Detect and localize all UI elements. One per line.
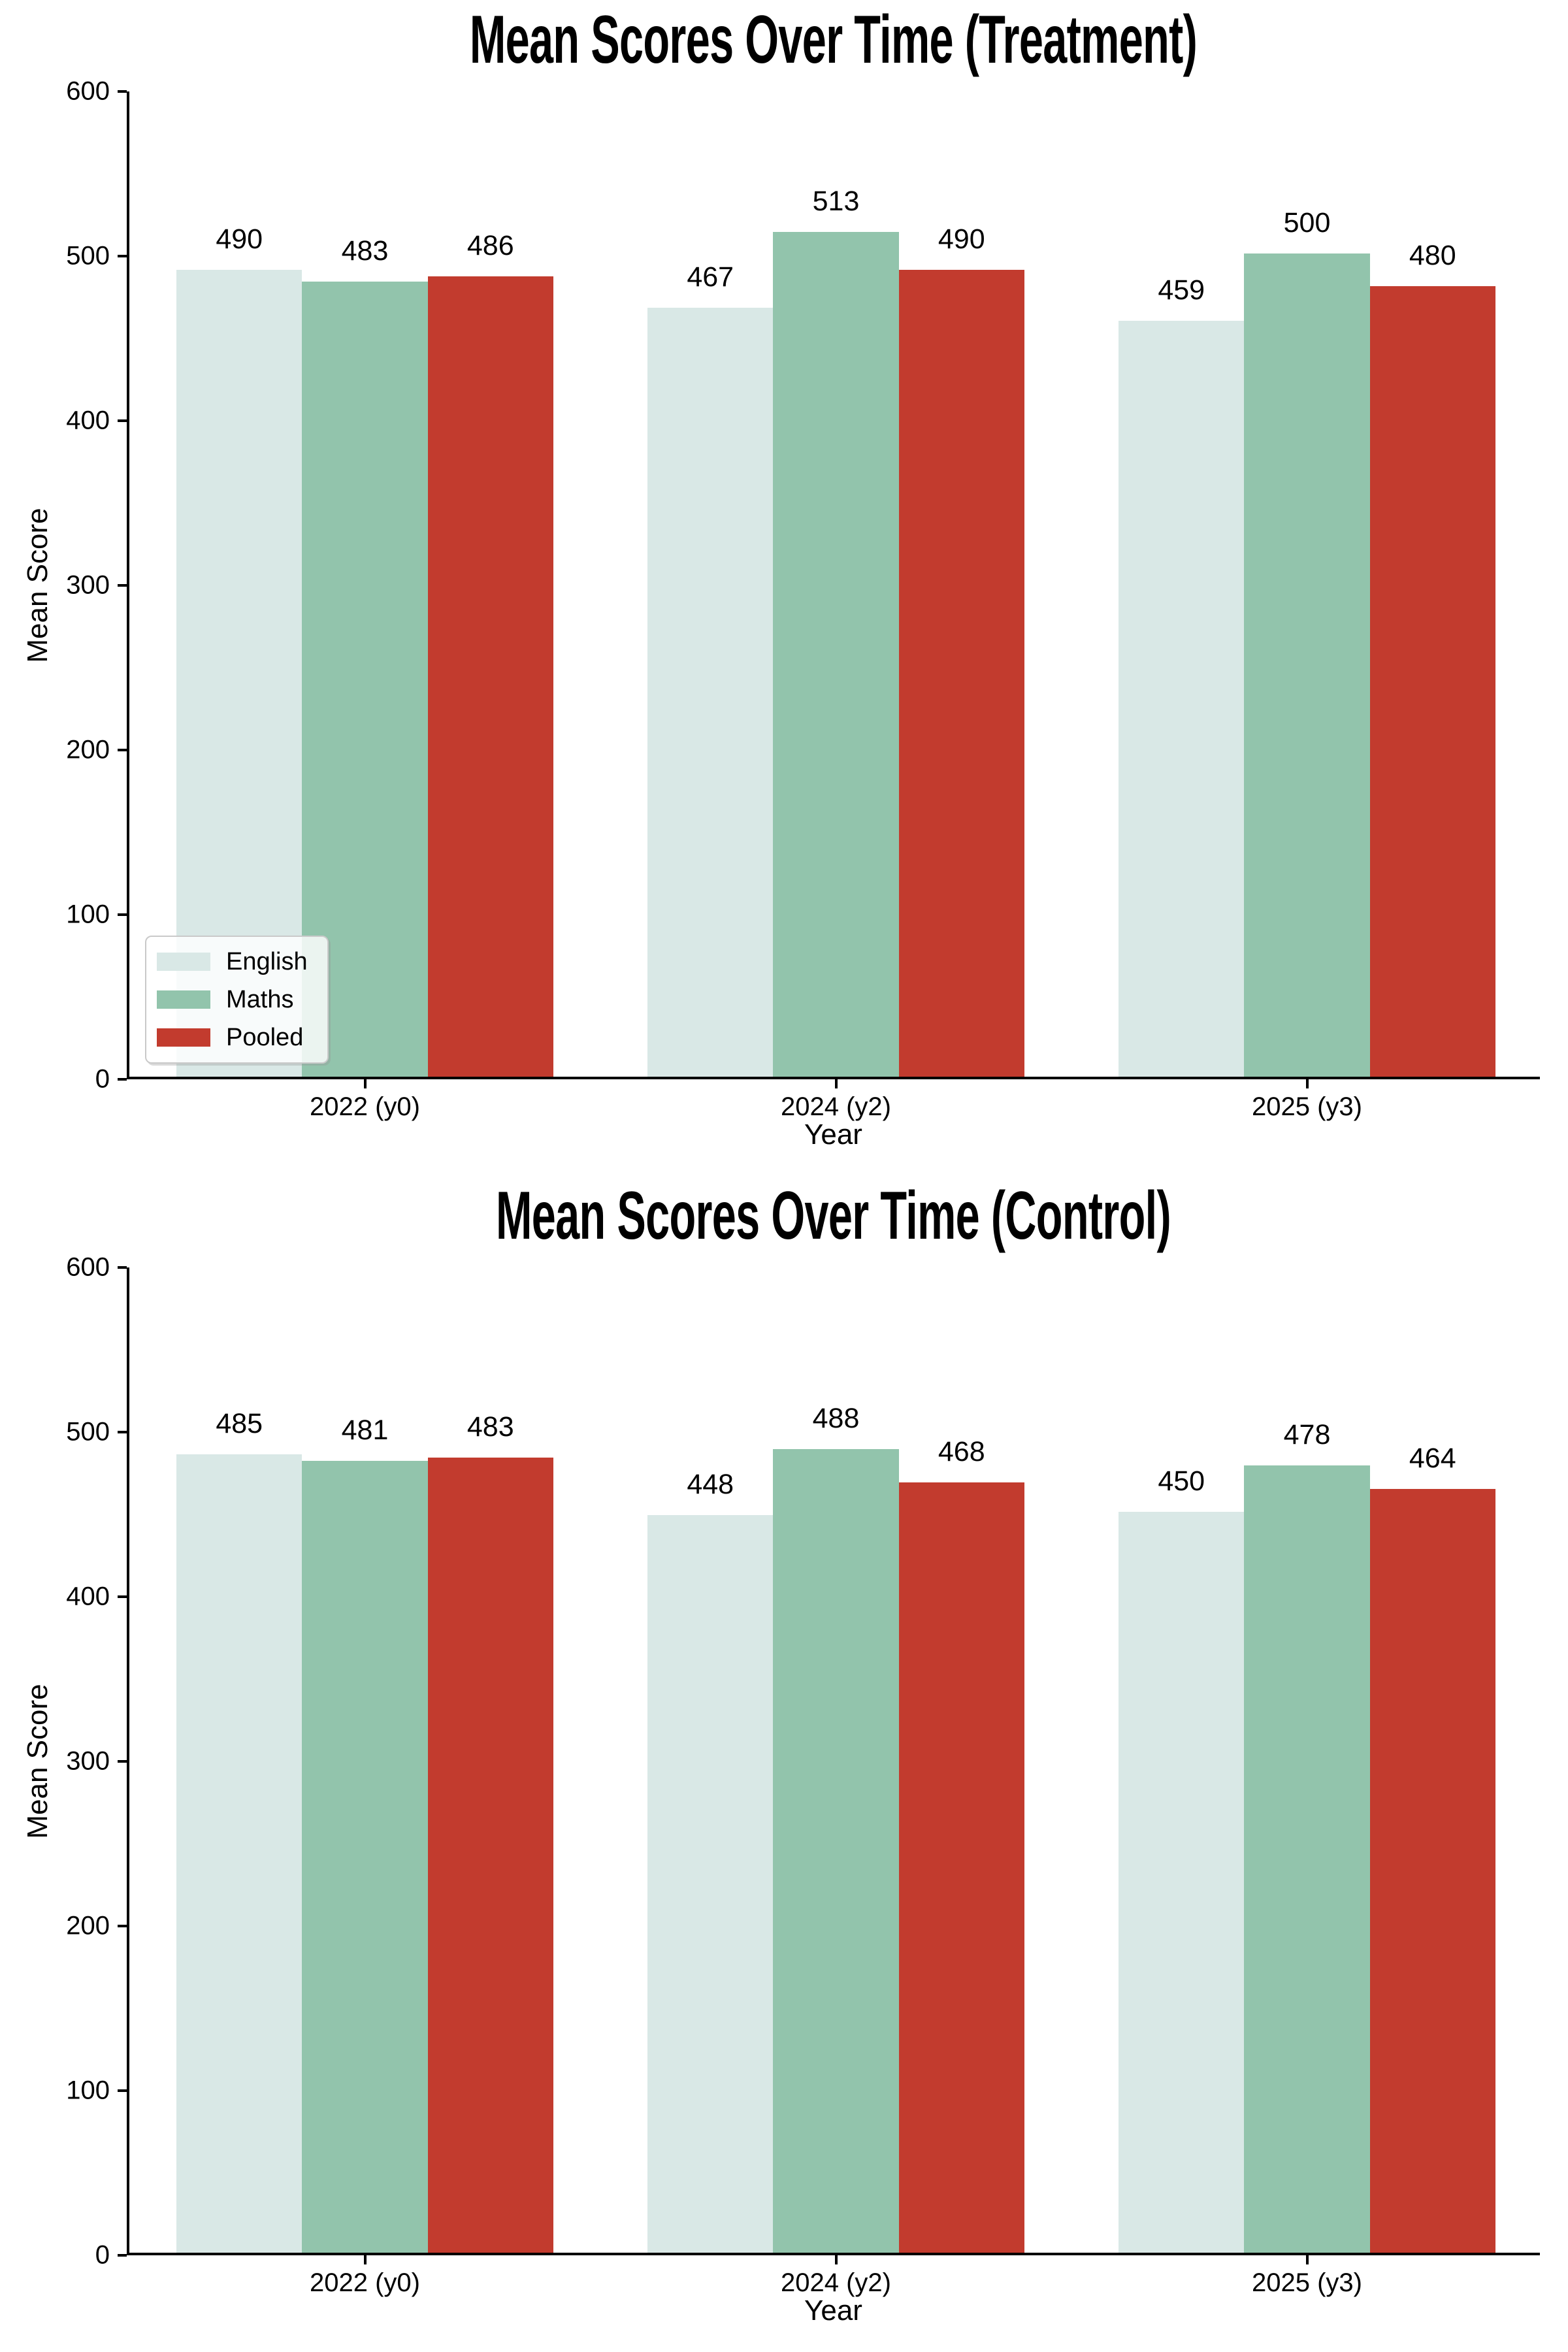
x-tick-label: 2025 (y3): [1252, 1092, 1362, 1121]
y-tick-label: 400: [66, 1582, 110, 1611]
bar-value-label: 464: [1409, 1442, 1456, 1474]
y-axis-label: Mean Score: [22, 1684, 54, 1839]
bar-pooled-2: [1369, 1488, 1495, 2253]
y-tick-label: 0: [95, 1064, 110, 1094]
y-tick-label: 400: [66, 406, 110, 435]
bar-english-1: [647, 1515, 774, 2253]
bar-english-2: [1119, 321, 1245, 1077]
x-tick-mark: [834, 1079, 838, 1088]
y-tick-mark: [118, 1595, 127, 1598]
x-tick-mark: [834, 2255, 838, 2264]
bar-pooled-0: [427, 276, 553, 1077]
bar-value-label: 490: [938, 223, 985, 255]
y-tick-label: 100: [66, 900, 110, 929]
chart-title: Mean Scores Over Time (Control): [495, 1178, 1171, 1254]
bar-value-label: 478: [1283, 1419, 1331, 1451]
x-tick-label: 2025 (y3): [1252, 2268, 1362, 2297]
bar-maths-2: [1244, 1465, 1370, 2253]
bar-value-label: 459: [1158, 274, 1205, 306]
bar-english-1: [647, 308, 774, 1077]
y-tick-mark: [118, 1925, 127, 1927]
bar-pooled-0: [427, 1457, 553, 2253]
bar-value-label: 467: [687, 261, 734, 293]
bar-value-label: 448: [687, 1469, 734, 1501]
x-axis-label: Year: [804, 1119, 862, 1151]
x-tick-label: 2022 (y0): [310, 1092, 420, 1121]
bar-pooled-1: [898, 1482, 1024, 2253]
bar-value-label: 513: [812, 186, 860, 218]
x-tick-mark: [363, 2255, 367, 2264]
control-chart: Mean Scores Over Time (Control) Mean Sco…: [0, 1176, 1568, 2352]
y-tick-label: 500: [66, 1417, 110, 1446]
y-tick-mark: [118, 419, 127, 422]
legend-swatch-english: [157, 953, 210, 971]
y-tick-label: 500: [66, 241, 110, 270]
bar-maths-1: [773, 232, 899, 1077]
y-tick-label: 300: [66, 570, 110, 600]
y-tick-label: 600: [66, 76, 110, 106]
bar-value-label: 485: [216, 1407, 263, 1439]
legend-entry-english: English: [157, 947, 308, 976]
y-tick-mark: [118, 1078, 127, 1081]
bar-english-2: [1119, 1512, 1245, 2253]
y-tick-label: 200: [66, 1911, 110, 1940]
y-axis-label: Mean Score: [22, 508, 54, 663]
x-tick-label: 2024 (y2): [781, 1092, 891, 1121]
x-axis-label: Year: [804, 2295, 862, 2327]
treatment-chart: Mean Scores Over Time (Treatment) Mean S…: [22, 2, 1540, 1151]
x-tick-label: 2024 (y2): [781, 2268, 891, 2297]
bar-maths-0: [302, 1460, 428, 2253]
legend: English Maths Pooled: [145, 936, 329, 1064]
legend-label: Pooled: [226, 1024, 304, 1051]
y-tick-mark: [118, 749, 127, 751]
y-tick-label: 0: [95, 2240, 110, 2270]
bar-value-label: 500: [1283, 207, 1331, 238]
bar-value-label: 483: [341, 235, 389, 267]
legend-swatch-maths: [157, 990, 210, 1009]
legend-label: English: [226, 948, 308, 975]
y-tick-mark: [118, 2089, 127, 2092]
x-tick-mark: [1305, 2255, 1309, 2264]
plot-area: 0 100 200 300 400 500 600 2022 (y0) 485 481 483 202…: [66, 1253, 1540, 2297]
legend-entry-maths: Maths: [157, 985, 308, 1014]
bar-value-label: 490: [216, 223, 263, 255]
plot-area: 0 100 200 300 400 500 600 2022 (y0) 490 483 486 202…: [66, 77, 1540, 1121]
y-tick-mark: [118, 2254, 127, 2257]
y-tick-mark: [118, 1760, 127, 1763]
y-tick-mark: [118, 584, 127, 587]
bar-maths-2: [1244, 253, 1370, 1077]
y-tick-label: 600: [66, 1252, 110, 1282]
y-tick-mark: [118, 1431, 127, 1433]
y-tick-label: 300: [66, 1746, 110, 1776]
bar-value-label: 486: [466, 230, 514, 262]
bar-value-label: 450: [1158, 1465, 1205, 1497]
bar-value-label: 483: [466, 1411, 514, 1443]
x-tick-label: 2022 (y0): [310, 2268, 420, 2297]
bar-pooled-2: [1369, 286, 1495, 1077]
y-tick-mark: [118, 913, 127, 916]
bar-value-label: 481: [341, 1414, 389, 1446]
chart-title: Mean Scores Over Time (Treatment): [469, 2, 1198, 78]
x-tick-mark: [1305, 1079, 1309, 1088]
bar-value-label: 480: [1409, 240, 1456, 272]
bar-value-label: 468: [938, 1435, 985, 1467]
bar-pooled-1: [898, 270, 1024, 1077]
bar-value-label: 488: [812, 1403, 860, 1435]
y-tick-label: 100: [66, 2076, 110, 2105]
legend-label: Maths: [226, 986, 294, 1013]
legend-entry-pooled: Pooled: [157, 1023, 308, 1052]
bar-maths-1: [773, 1449, 899, 2253]
legend-swatch-pooled: [157, 1028, 210, 1047]
bar-english-0: [176, 1454, 302, 2253]
y-tick-mark: [118, 1266, 127, 1269]
y-tick-mark: [118, 90, 127, 93]
x-tick-mark: [363, 1079, 367, 1088]
y-tick-mark: [118, 255, 127, 257]
y-tick-label: 200: [66, 735, 110, 764]
